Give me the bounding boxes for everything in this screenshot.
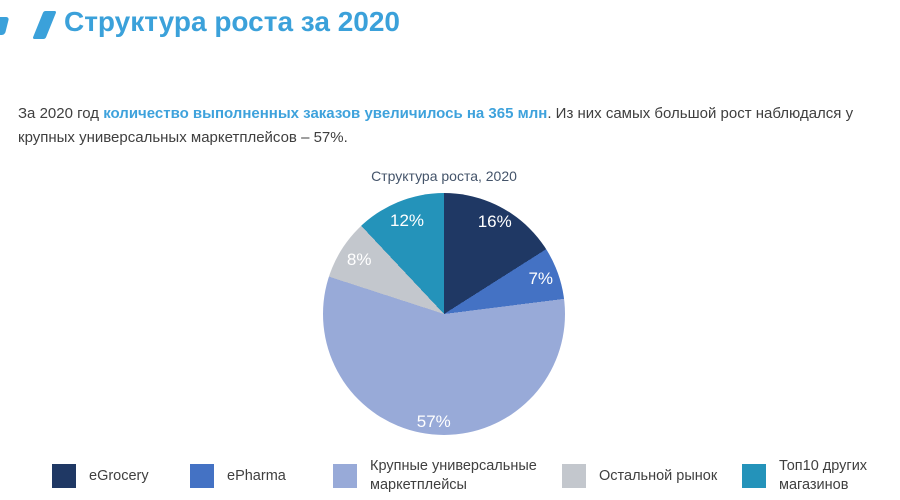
legend-item-2: ePharma <box>190 463 286 489</box>
intro-highlight-text: количество выполненных заказов увеличило… <box>103 105 548 122</box>
legend-swatch <box>190 464 214 488</box>
legend-item-5: Топ10 других магазинов <box>742 454 867 498</box>
legend-label: Крупные универсальные маркетплейсы <box>370 458 537 493</box>
legend-swatch <box>742 464 766 488</box>
slash-icon <box>32 11 57 39</box>
intro-text: За 2020 год <box>18 105 104 122</box>
slice-label-8: 8% <box>346 250 372 270</box>
legend-item-4: Остальной рынок <box>562 463 717 489</box>
legend-label: Топ10 других магазинов <box>779 458 868 493</box>
legend-label: eGrocery <box>89 467 149 484</box>
cropped-glyph-fragment <box>0 17 10 35</box>
page-title: Структура роста за 2020 <box>64 6 400 37</box>
legend-label: ePharma <box>227 467 286 484</box>
slice-label-16: 16% <box>477 211 512 231</box>
legend-swatch <box>562 464 586 488</box>
slice-label-57: 57% <box>416 412 451 432</box>
slice-label-7: 7% <box>528 269 554 289</box>
slice-label-12: 12% <box>390 210 425 230</box>
intro-paragraph: За 2020 год количество выполненных заказ… <box>18 102 890 150</box>
chart-title: Структура роста, 2020 <box>371 168 517 184</box>
intro-text: . Из них самых большой рост наблюдался у… <box>18 105 854 146</box>
legend-label: Остальной рынок <box>599 467 718 484</box>
pie-chart: 16% 7% 57% 8% 12% <box>323 193 565 435</box>
legend-item-3: Крупные универсальные маркетплейсы <box>333 454 537 498</box>
legend-item-1: eGrocery <box>52 463 149 489</box>
legend-swatch <box>52 464 76 488</box>
legend-swatch <box>333 464 357 488</box>
